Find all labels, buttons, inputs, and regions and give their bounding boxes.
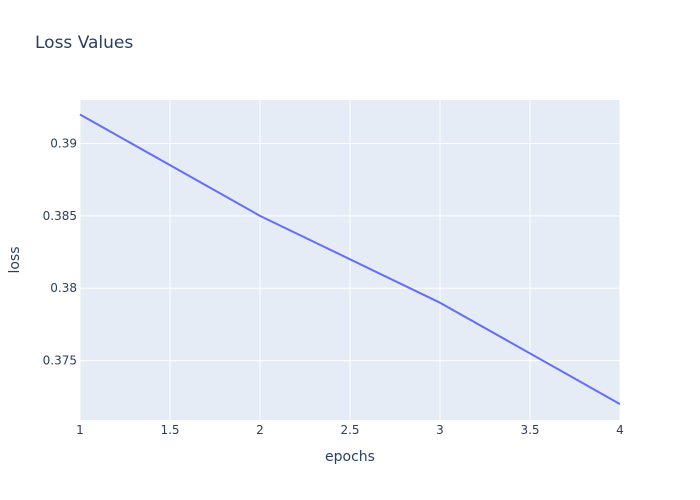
data-point: [257, 213, 263, 219]
series-layer: [77, 111, 623, 407]
y-axis-ticks: 0.375 0.38 0.385 0.39: [43, 136, 77, 367]
x-tick-label: 2: [256, 423, 264, 437]
data-point: [77, 111, 83, 117]
x-axis-title: epochs: [325, 449, 375, 465]
data-point: [437, 300, 443, 306]
y-gridlines: [80, 142, 620, 362]
x-tick-label: 3: [436, 423, 444, 437]
x-gridlines: [79, 100, 621, 420]
x-tick-label: 1: [76, 423, 84, 437]
y-tick-label: 0.38: [50, 281, 77, 295]
y-axis-title: loss: [7, 246, 23, 273]
chart-title: Loss Values: [35, 33, 134, 53]
x-tick-label: 3.5: [520, 423, 539, 437]
x-tick-label: 4: [616, 423, 624, 437]
x-axis-ticks: 1 1.5 2 2.5 3 3.5 4: [76, 423, 624, 437]
series-line: [79, 113, 621, 405]
y-tick-label: 0.39: [50, 136, 77, 150]
data-point: [617, 401, 623, 407]
x-tick-label: 1.5: [160, 423, 179, 437]
x-tick-label: 2.5: [340, 423, 359, 437]
y-tick-label: 0.375: [43, 354, 77, 368]
y-tick-label: 0.385: [43, 209, 77, 223]
